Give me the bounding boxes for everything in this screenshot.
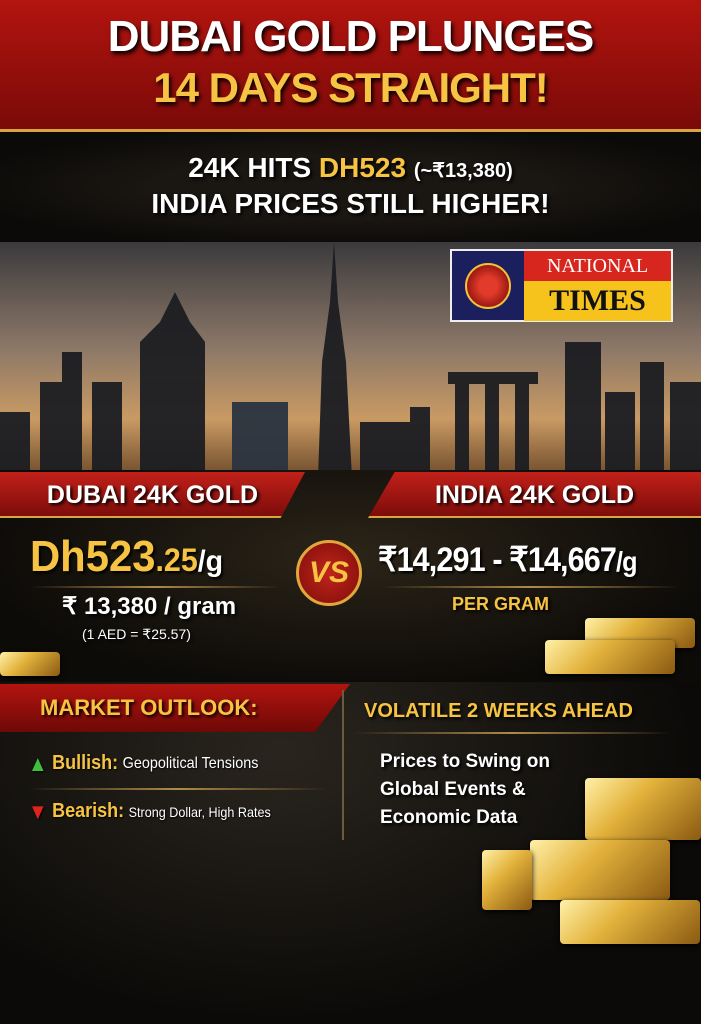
gold-bar-image (482, 850, 532, 910)
bullish-row: ▲ Bullish: Geopolitical Tensions (28, 750, 259, 776)
gold-bar-image (545, 640, 675, 674)
divider (30, 586, 280, 588)
india-per-gram: PER GRAM (452, 594, 550, 614)
subhead-dubai-price: DH523 (318, 152, 407, 183)
india-label: INDIA 24K GOLD (368, 472, 701, 518)
market-outlook-title: MARKET OUTLOOK: (0, 684, 350, 732)
vs-badge: VS (296, 540, 362, 606)
bearish-row: ▼ Bearish: Strong Dollar, High Rates (28, 798, 271, 824)
arrow-down-icon: ▼ (28, 798, 48, 824)
globe-icon (452, 251, 524, 320)
dubai-price: Dh523.25/g (30, 532, 224, 581)
subheadline: 24K HITS DH523 (~₹13,380) INDIA PRICES S… (0, 132, 701, 242)
gold-bar-image (560, 900, 700, 944)
arrow-up-icon: ▲ (28, 750, 48, 776)
volatile-title: VOLATILE 2 WEEKS AHEAD (364, 700, 633, 722)
india-price: ₹14,291 - ₹14,667/g (378, 541, 638, 579)
headline-banner: DUBAI GOLD PLUNGES 14 DAYS STRAIGHT! (0, 0, 701, 132)
divider (342, 690, 344, 840)
subhead-prefix: 24K HITS (188, 152, 319, 183)
dubai-label: DUBAI 24K GOLD (0, 472, 305, 518)
gold-bar-image (530, 840, 670, 900)
volatile-text: Prices to Swing on Global Events & Econo… (380, 751, 550, 828)
exchange-rate: (1 AED = ₹25.57) (82, 626, 191, 642)
logo-times: TIMES (524, 281, 671, 321)
headline-line1: DUBAI GOLD PLUNGES (107, 12, 595, 61)
subhead-inr: (~₹13,380) (413, 160, 513, 182)
divider (28, 788, 328, 790)
divider (380, 586, 680, 588)
subhead-line2: INDIA PRICES STILL HIGHER! (151, 188, 550, 219)
logo-national: NATIONAL (524, 251, 671, 281)
headline-line2: 14 DAYS STRAIGHT! (153, 64, 549, 111)
national-times-logo: NATIONAL TIMES (450, 249, 673, 322)
gold-bar-image (0, 652, 60, 676)
gold-bar-image (585, 778, 701, 840)
divider (352, 732, 672, 734)
dubai-inr-price: ₹ 13,380 / gram (62, 593, 237, 620)
